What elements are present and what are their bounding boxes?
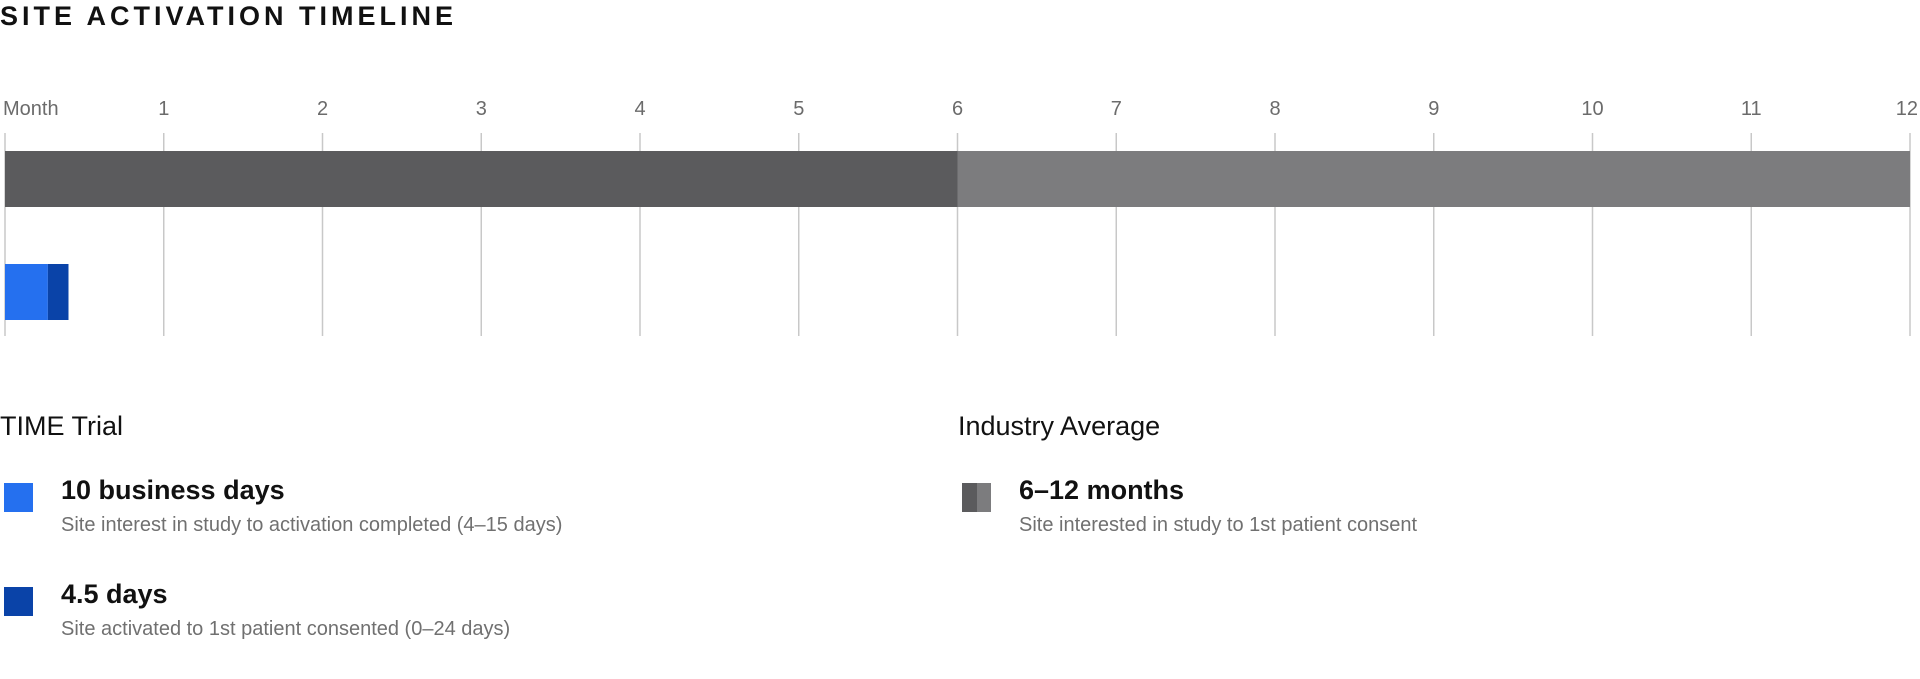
x-tick-label: 3 (476, 98, 487, 120)
x-tick-label: 9 (1428, 98, 1439, 120)
tick-labels: 1 2 3 4 5 6 7 8 9 10 11 12 (158, 98, 1918, 120)
x-tick-label: 2 (317, 98, 328, 120)
legend-heading-time-trial: TIME Trial (0, 411, 124, 441)
x-tick-label: 11 (1741, 98, 1762, 120)
legend-item-business-days: 10 business days Site interest in study … (0, 471, 562, 575)
chart-title: SITE ACTIVATION TIMELINE (0, 1, 457, 31)
x-tick-label: 8 (1269, 98, 1280, 120)
legend-time-trial: TIME Trial 10 business days Site interes… (0, 409, 562, 679)
bar-segment-1-0 (5, 264, 48, 320)
legend-desc: Site interested in study to 1st patient … (1019, 514, 1418, 536)
legend-item-months: 6–12 months Site interested in study to … (958, 471, 1417, 575)
x-tick-label: 7 (1111, 98, 1122, 120)
axis-label-month: Month (3, 98, 59, 120)
swatch-business-days (4, 483, 33, 512)
legend-item-days: 4.5 days Site activated to 1st patient c… (0, 575, 510, 679)
legend-value: 6–12 months (1019, 475, 1185, 505)
x-tick-label: 4 (634, 98, 645, 120)
bar-segment-0-0 (5, 151, 958, 207)
bar-segment-0-1 (957, 151, 1910, 207)
timeline-chart: Month 1 2 3 4 5 6 7 8 9 10 11 12 (3, 98, 1918, 336)
bar-segment-1-1 (47, 264, 69, 320)
legend-desc: Site interest in study to activation com… (61, 514, 563, 536)
x-tick-label: 10 (1581, 98, 1603, 120)
swatch-months (962, 483, 991, 512)
x-tick-label: 1 (158, 98, 169, 120)
legend-value: 4.5 days (61, 579, 168, 609)
bars (5, 151, 1910, 320)
x-tick-label: 12 (1896, 98, 1918, 120)
x-tick-label: 6 (952, 98, 963, 120)
legend-desc: Site activated to 1st patient consented … (61, 618, 511, 640)
legend-heading-industry: Industry Average (958, 411, 1161, 441)
swatch-days (4, 587, 33, 616)
x-tick-label: 5 (793, 98, 804, 120)
legend-value: 10 business days (61, 475, 285, 505)
legend-industry-average: Industry Average 6–12 months Site intere… (958, 409, 1417, 575)
